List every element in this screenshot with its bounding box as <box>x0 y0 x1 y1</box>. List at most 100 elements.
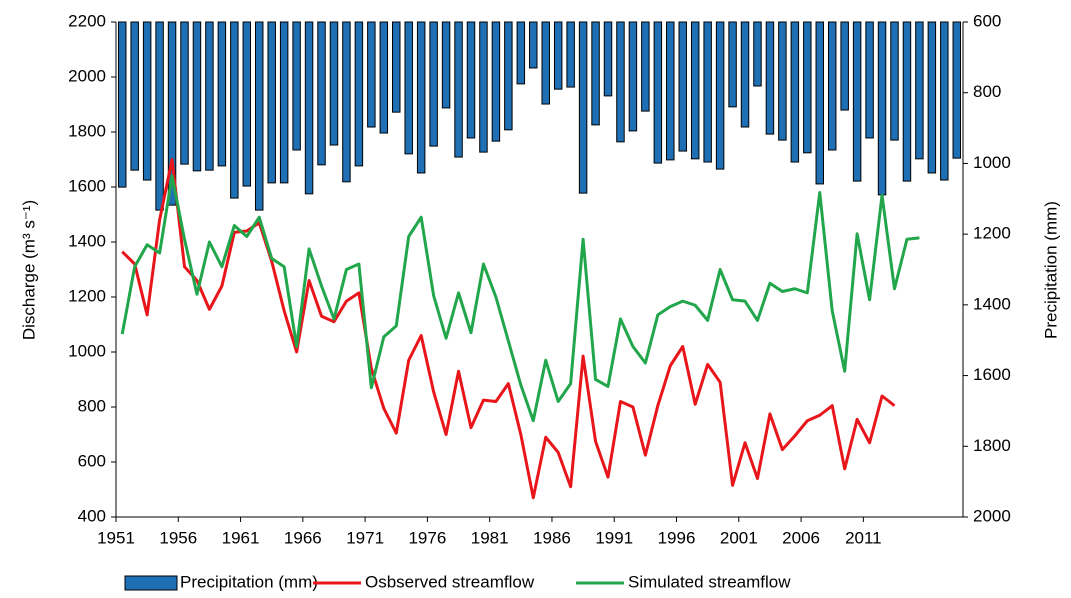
bar <box>416 21 426 174</box>
bar <box>367 21 376 128</box>
bar <box>180 21 189 165</box>
bar <box>877 21 887 196</box>
bar <box>578 21 588 194</box>
bar <box>479 21 488 153</box>
bar <box>890 21 899 141</box>
bar <box>491 21 501 142</box>
y-tick-label: 2000 <box>68 66 106 85</box>
bar <box>778 21 787 141</box>
bar <box>317 21 326 166</box>
x-tick-label: 2001 <box>720 528 758 547</box>
line <box>121 158 896 500</box>
bar <box>454 21 463 158</box>
bar <box>553 21 563 90</box>
bar <box>690 21 700 160</box>
bar <box>279 21 289 184</box>
y2-tick-label: 1800 <box>973 436 1011 455</box>
bar <box>217 21 227 167</box>
bar <box>803 21 812 154</box>
y-tick-label: 1400 <box>68 231 106 250</box>
bar <box>304 21 314 195</box>
legend-label: Simulated streamflow <box>628 572 791 591</box>
bar <box>865 21 874 139</box>
x-tick-label: 1996 <box>658 528 696 547</box>
bar <box>466 21 476 139</box>
bar <box>616 21 625 143</box>
x-tick-label: 2011 <box>845 528 882 547</box>
bar <box>740 21 750 128</box>
bar <box>192 21 202 172</box>
bar <box>130 21 139 171</box>
bar <box>292 21 301 151</box>
bar <box>267 21 276 184</box>
bar <box>952 21 962 159</box>
bar <box>441 21 451 109</box>
y-tick-label: 1600 <box>68 176 106 195</box>
bar <box>342 21 351 183</box>
bar <box>852 21 862 182</box>
y-tick-label: 1200 <box>68 286 106 305</box>
bar <box>242 21 252 187</box>
y-tick-label: 600 <box>78 451 106 470</box>
bar <box>678 21 687 152</box>
bar <box>790 21 800 163</box>
bar <box>603 21 613 97</box>
bar <box>155 21 164 211</box>
x-tick-label: 1966 <box>284 528 322 547</box>
bar <box>541 21 550 105</box>
y2-tick-label: 1400 <box>973 294 1011 313</box>
bar <box>117 21 127 188</box>
bar <box>404 21 413 155</box>
bar <box>230 21 239 199</box>
x-tick-label: 1956 <box>159 528 197 547</box>
x-tick-label: 1961 <box>222 528 260 547</box>
bar <box>940 21 949 181</box>
bar <box>504 21 513 131</box>
bar <box>566 21 575 88</box>
bar <box>840 21 849 111</box>
bar <box>529 21 538 69</box>
y-tick-label: 1000 <box>68 341 106 360</box>
bar <box>703 21 712 163</box>
y2-tick-label: 800 <box>973 82 1001 101</box>
bar <box>765 21 775 135</box>
bar <box>641 21 650 112</box>
bar <box>628 21 638 132</box>
legend-label: Precipitation (mm) <box>180 572 318 591</box>
bar <box>379 21 389 134</box>
y-tick-label: 400 <box>78 506 106 525</box>
bar <box>205 21 214 171</box>
bar <box>354 21 364 167</box>
bar <box>329 21 339 146</box>
bar <box>715 21 725 170</box>
bar <box>915 21 924 160</box>
y-tick-label: 800 <box>78 396 106 415</box>
bar <box>167 21 177 206</box>
y-tick-label: 1800 <box>68 121 106 140</box>
legend-label: Osbserved streamflow <box>365 572 535 591</box>
y-tick-label: 2200 <box>68 11 106 30</box>
y2-tick-label: 1600 <box>973 365 1011 384</box>
y2-tick-label: 600 <box>973 11 1001 30</box>
x-tick-label: 1991 <box>595 528 633 547</box>
bar <box>255 21 264 211</box>
x-tick-label: 1951 <box>97 528 135 547</box>
x-tick-label: 1976 <box>408 528 446 547</box>
y2-tick-label: 2000 <box>973 506 1011 525</box>
bar <box>142 21 152 181</box>
bar <box>516 21 526 85</box>
bar <box>902 21 912 182</box>
bar <box>827 21 837 151</box>
x-tick-label: 2006 <box>782 528 820 547</box>
line <box>120 174 920 423</box>
legend-swatch <box>124 575 178 591</box>
bar <box>429 21 438 147</box>
bar <box>815 21 824 185</box>
y2-axis-title: Precipitation (mm) <box>1041 201 1060 339</box>
bar <box>728 21 737 108</box>
y2-tick-label: 1000 <box>973 153 1011 172</box>
x-tick-label: 1981 <box>471 528 509 547</box>
bar <box>666 21 675 161</box>
y-axis-title: Discharge (m³ s⁻¹) <box>19 200 38 340</box>
